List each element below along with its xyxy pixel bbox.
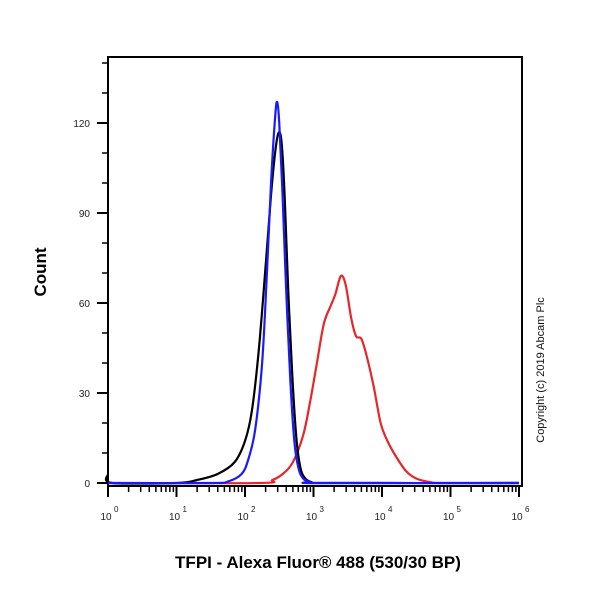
y-tick-label: 90 — [79, 209, 91, 220]
y-tick-label: 0 — [84, 479, 90, 490]
x-tick-label: 10 — [443, 512, 455, 523]
y-tick-label: 60 — [79, 299, 91, 310]
x-tick-exponent: 1 — [183, 505, 188, 514]
x-tick-label: 10 — [237, 512, 249, 523]
series-unlabelled-untreated — [104, 130, 520, 485]
x-tick-exponent: 5 — [457, 505, 462, 514]
x-tick-exponent: 4 — [388, 505, 393, 514]
series-tfpi — [107, 274, 520, 485]
x-tick-exponent: 3 — [320, 505, 325, 514]
x-tick-exponent: 6 — [525, 505, 530, 514]
x-tick-label: 10 — [169, 512, 181, 523]
x-tick-label: 10 — [306, 512, 318, 523]
x-tick-label: 10 — [511, 512, 523, 523]
x-axis-title: TFPI - Alexa Fluor® 488 (530/30 BP) — [175, 553, 461, 572]
y-tick-label: 30 — [79, 389, 91, 400]
x-tick-label: 10 — [374, 512, 386, 523]
y-axis-ticks: 0 30 60 90 120 — [73, 62, 108, 490]
histogram-series — [104, 100, 520, 485]
y-tick-label: 120 — [73, 119, 90, 130]
copyright-annotation: Copyright (c) 2019 Abcam Plc — [535, 297, 547, 443]
y-axis-title: Count — [31, 247, 50, 296]
x-tick-label: 10 — [100, 512, 112, 523]
plot-frame — [107, 56, 523, 487]
x-tick-exponent: 2 — [251, 505, 256, 514]
series-isotype-control — [107, 100, 520, 485]
x-tick-exponent: 0 — [114, 505, 119, 514]
